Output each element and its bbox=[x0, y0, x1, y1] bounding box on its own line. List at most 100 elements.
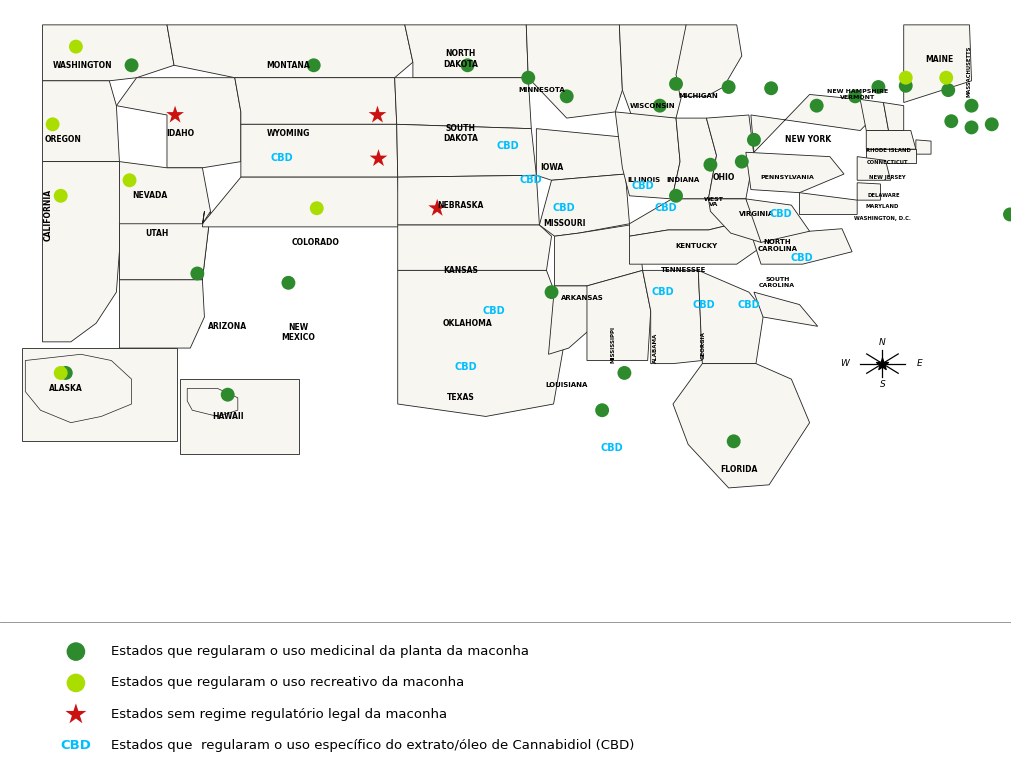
Text: Estados sem regime regulatório legal da maconha: Estados sem regime regulatório legal da … bbox=[111, 708, 447, 721]
Text: LOUISIANA: LOUISIANA bbox=[545, 382, 587, 388]
Polygon shape bbox=[706, 115, 753, 199]
Text: CBD: CBD bbox=[692, 299, 714, 309]
Point bbox=[68, 708, 84, 720]
Point bbox=[370, 152, 386, 164]
Point bbox=[543, 286, 559, 298]
Polygon shape bbox=[642, 271, 702, 364]
Text: COLORADO: COLORADO bbox=[291, 238, 340, 247]
Polygon shape bbox=[396, 124, 536, 177]
Polygon shape bbox=[25, 354, 131, 423]
Point bbox=[616, 367, 632, 379]
Text: OHIO: OHIO bbox=[712, 173, 734, 182]
Text: TENNESSEE: TENNESSEE bbox=[660, 268, 705, 274]
Polygon shape bbox=[394, 77, 531, 129]
Polygon shape bbox=[750, 95, 878, 152]
Polygon shape bbox=[241, 124, 397, 177]
Polygon shape bbox=[865, 130, 915, 149]
Text: MISSOURI: MISSOURI bbox=[543, 219, 585, 228]
Point bbox=[808, 99, 824, 111]
Text: TEXAS: TEXAS bbox=[446, 393, 474, 402]
Point bbox=[68, 40, 84, 53]
Point bbox=[720, 81, 736, 93]
Point bbox=[520, 71, 536, 83]
Text: E: E bbox=[916, 359, 922, 368]
Text: NEW YORK: NEW YORK bbox=[784, 136, 830, 144]
Point bbox=[44, 118, 61, 130]
Polygon shape bbox=[397, 175, 539, 225]
Text: Estados que regularam o uso recreativo da maconha: Estados que regularam o uso recreativo d… bbox=[111, 676, 464, 690]
Polygon shape bbox=[856, 157, 890, 180]
Point bbox=[1001, 208, 1011, 221]
Polygon shape bbox=[708, 199, 760, 243]
Point bbox=[897, 71, 913, 83]
Point bbox=[962, 99, 979, 111]
Polygon shape bbox=[745, 199, 809, 243]
Text: OREGON: OREGON bbox=[44, 136, 81, 144]
Text: IDAHO: IDAHO bbox=[166, 129, 194, 138]
Point bbox=[745, 134, 761, 146]
Text: HAWAII: HAWAII bbox=[211, 412, 244, 421]
Text: FLORIDA: FLORIDA bbox=[720, 465, 756, 474]
Polygon shape bbox=[745, 152, 843, 193]
Point bbox=[189, 268, 205, 280]
Text: CBD: CBD bbox=[454, 362, 476, 371]
Text: N: N bbox=[879, 338, 885, 347]
Point bbox=[123, 59, 140, 71]
Point bbox=[874, 358, 890, 370]
Text: CBD: CBD bbox=[520, 175, 542, 185]
Text: CBD: CBD bbox=[552, 203, 574, 213]
Text: NEW
MEXICO: NEW MEXICO bbox=[281, 323, 315, 342]
Text: MASSACHUSETTS: MASSACHUSETTS bbox=[967, 45, 971, 97]
Point bbox=[846, 90, 862, 102]
Text: WYOMING: WYOMING bbox=[267, 129, 309, 138]
Polygon shape bbox=[671, 118, 716, 199]
Text: UTAH: UTAH bbox=[145, 229, 169, 237]
Point bbox=[558, 90, 574, 102]
Point bbox=[725, 435, 741, 447]
Point bbox=[167, 109, 183, 121]
Polygon shape bbox=[119, 161, 210, 280]
Text: INDIANA: INDIANA bbox=[666, 177, 699, 183]
Text: CBD: CBD bbox=[482, 305, 504, 316]
Polygon shape bbox=[856, 183, 880, 200]
Point bbox=[733, 155, 749, 168]
Polygon shape bbox=[619, 25, 690, 118]
Text: SOUTH
DAKOTA: SOUTH DAKOTA bbox=[443, 124, 477, 143]
Polygon shape bbox=[799, 193, 856, 215]
Text: IOWA: IOWA bbox=[540, 163, 562, 172]
Text: CBD: CBD bbox=[270, 154, 292, 164]
Point bbox=[68, 677, 84, 689]
Point bbox=[983, 118, 999, 130]
Polygon shape bbox=[404, 25, 528, 77]
Text: Estados que  regularam o uso específico do extrato/óleo de Cannabidiol (CBD): Estados que regularam o uso específico d… bbox=[111, 739, 634, 752]
Text: MONTANA: MONTANA bbox=[266, 61, 310, 70]
Text: CBD: CBD bbox=[496, 141, 519, 151]
Polygon shape bbox=[629, 221, 758, 265]
Polygon shape bbox=[526, 25, 622, 118]
Polygon shape bbox=[536, 129, 625, 180]
Text: MISSISSIPPI: MISSISSIPPI bbox=[611, 327, 615, 364]
Point bbox=[762, 82, 778, 94]
Text: CBD: CBD bbox=[737, 299, 759, 309]
Text: ILLINOIS: ILLINOIS bbox=[627, 177, 659, 183]
Polygon shape bbox=[42, 161, 121, 342]
Text: KANSAS: KANSAS bbox=[443, 266, 477, 275]
Text: DELAWARE: DELAWARE bbox=[866, 193, 899, 199]
Text: NORTH
DAKOTA: NORTH DAKOTA bbox=[443, 49, 477, 69]
Text: NORTH
CAROLINA: NORTH CAROLINA bbox=[756, 239, 797, 252]
Point bbox=[308, 202, 325, 215]
Text: MINNESOTA: MINNESOTA bbox=[518, 87, 564, 93]
Text: CBD: CBD bbox=[654, 203, 676, 213]
Point bbox=[937, 71, 953, 83]
Polygon shape bbox=[554, 224, 642, 286]
Text: NEW JERSEY: NEW JERSEY bbox=[868, 174, 905, 180]
Point bbox=[942, 115, 958, 127]
Text: Estados que regularam o uso medicinal da planta da maconha: Estados que regularam o uso medicinal da… bbox=[111, 645, 529, 658]
Polygon shape bbox=[119, 211, 210, 280]
Point bbox=[593, 404, 610, 416]
Polygon shape bbox=[187, 389, 238, 416]
Text: VIRGINIA: VIRGINIA bbox=[739, 211, 773, 218]
Polygon shape bbox=[397, 271, 568, 416]
Polygon shape bbox=[915, 140, 930, 154]
Polygon shape bbox=[539, 174, 629, 236]
